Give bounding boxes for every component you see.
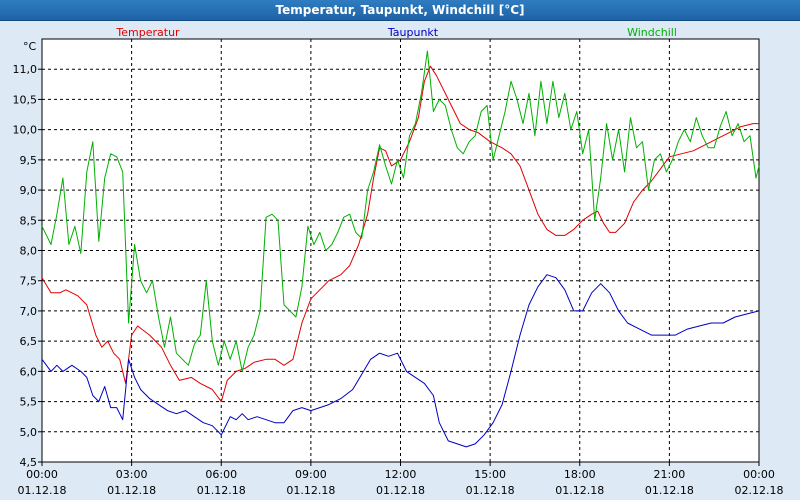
x-tick-date: 01.12.18 xyxy=(107,484,156,497)
x-tick-time: 03:00 xyxy=(116,468,148,481)
series-line-taupunkt xyxy=(41,274,760,448)
y-tick-label: 7,5 xyxy=(20,275,38,288)
series-lines xyxy=(41,50,760,448)
y-tick-label: 5,0 xyxy=(20,426,38,439)
x-tick-time: 21:00 xyxy=(654,468,686,481)
x-tick-date: 01.12.18 xyxy=(197,484,246,497)
chart-title: Temperatur, Taupunkt, Windchill [°C] xyxy=(0,0,800,21)
y-tick-label: 10,0 xyxy=(13,124,38,137)
legend-windchill: Windchill xyxy=(627,26,677,39)
x-tick-time: 06:00 xyxy=(205,468,237,481)
x-tick-time: 15:00 xyxy=(474,468,506,481)
x-tick-date: 01.12.18 xyxy=(18,484,67,497)
y-tick-label: 5,5 xyxy=(20,396,38,409)
y-tick-label: 11,0 xyxy=(13,63,38,76)
x-tick-time: 00:00 xyxy=(26,468,58,481)
y-tick-label: 10,5 xyxy=(13,93,38,106)
x-tick-date: 01.12.18 xyxy=(286,484,335,497)
x-tick-date: 01.12.18 xyxy=(645,484,694,497)
y-tick-label: 9,5 xyxy=(20,154,38,167)
x-tick-date: 02.12.18 xyxy=(735,484,784,497)
x-tick-time: 00:00 xyxy=(743,468,775,481)
y-tick-label: 6,0 xyxy=(20,365,38,378)
y-unit-label: °C xyxy=(23,40,37,53)
series-line-temperatur xyxy=(41,65,759,403)
x-tick-date: 01.12.18 xyxy=(555,484,604,497)
series-line-windchill xyxy=(41,50,760,372)
y-axis-ticks: 4,5 5,0 5,5 6,0 6,5 7,0 7,5 8,0 8,5 9,0 9,5 10,0 10,… xyxy=(13,63,42,469)
legend-temperatur: Temperatur xyxy=(115,26,180,39)
x-tick-time: 12:00 xyxy=(385,468,417,481)
y-tick-label: 6,5 xyxy=(20,335,38,348)
legend-taupunkt: Taupunkt xyxy=(387,26,439,39)
x-tick-time: 09:00 xyxy=(295,468,327,481)
grid xyxy=(42,39,759,463)
x-tick-date: 01.12.18 xyxy=(466,484,515,497)
x-axis-ticks: 00:00 01.12.18 03:00 01.12.18 06:00 01.12.18 0… xyxy=(18,462,784,497)
y-tick-label: 9,0 xyxy=(20,184,38,197)
x-tick-time: 18:00 xyxy=(564,468,596,481)
x-tick-date: 01.12.18 xyxy=(376,484,425,497)
y-tick-label: 8,0 xyxy=(20,245,38,258)
y-tick-label: 7,0 xyxy=(20,305,38,318)
y-tick-label: 8,5 xyxy=(20,214,38,227)
y-tick-label: 4,5 xyxy=(20,456,38,469)
